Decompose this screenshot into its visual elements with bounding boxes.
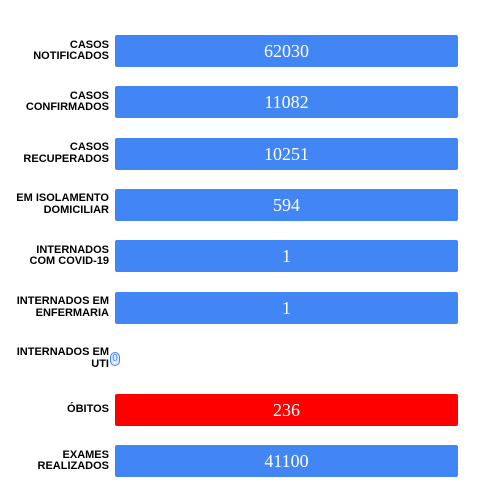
category-label-recuperados: CASOS RECUPERADOS [23, 141, 109, 165]
value-label-notificados: 62030 [264, 41, 309, 61]
category-label-notificados: CASOS NOTIFICADOS [33, 38, 109, 62]
category-label-exames-realizados: EXAMES REALIZADOS [37, 448, 110, 473]
value-label-internados-covid: 1 [282, 246, 291, 267]
category-label-internados-enfermaria: INTERNADOS EM ENFERMARIA [16, 295, 109, 319]
value-label-exames-realizados: 41100 [264, 451, 309, 472]
category-label-isolamento-domiciliar: EM ISOLAMENTO DOMICILIAR [16, 192, 109, 216]
bar-isolamento-domiciliar: 594 [115, 188, 458, 221]
category-label-obitos: ÓBITOS [67, 403, 109, 416]
bar-recuperados: 10251 [115, 137, 458, 170]
bar-obitos: 236 [115, 394, 458, 427]
value-label-obitos: 236 [273, 400, 300, 421]
bar-exames-realizados: 41100 [115, 445, 458, 478]
value-label-recuperados: 10251 [264, 143, 309, 164]
bar-internados-enfermaria: 1 [115, 291, 458, 324]
value-label-internados-uti: 0 [112, 352, 118, 364]
category-label-confirmados: CASOS CONFIRMADOS [25, 89, 109, 114]
bar-internados-covid: 1 [115, 240, 458, 273]
value-label-internados-enfermaria: 1 [282, 297, 291, 318]
bar-confirmados: 11082 [115, 86, 458, 119]
bar-internados-uti [110, 351, 120, 366]
category-label-internados-covid: INTERNADOS COM COVID-19 [29, 243, 109, 268]
bar-notificados: 62030 [115, 35, 458, 67]
value-label-confirmados: 11082 [264, 92, 309, 113]
value-label-isolamento-domiciliar: 594 [273, 194, 300, 215]
category-label-internados-uti: INTERNADOS EM UTI [16, 346, 109, 370]
